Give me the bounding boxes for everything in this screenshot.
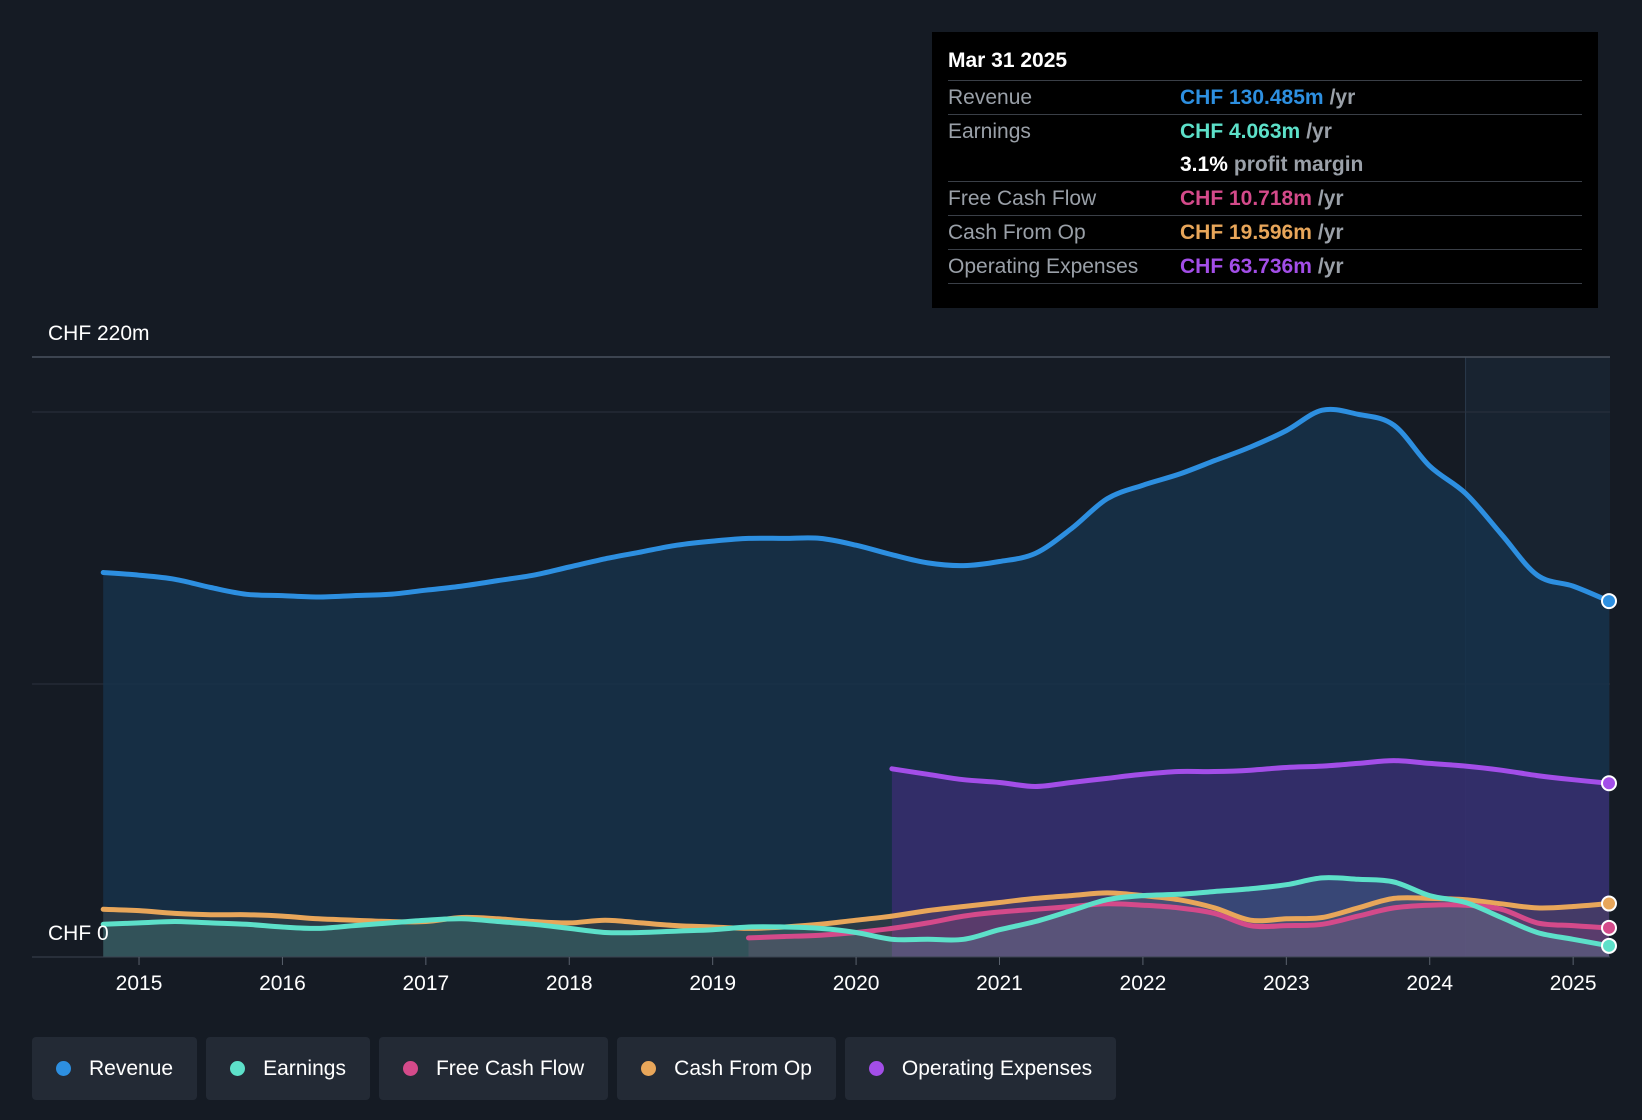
earnings-area (103, 877, 1610, 957)
legend-item-free-cash-flow[interactable]: Free Cash Flow (378, 1037, 609, 1100)
x-tick-label: 2016 (259, 972, 306, 995)
legend-item-revenue[interactable]: Revenue (32, 1037, 198, 1100)
tooltip-fcf-unit: /yr (1317, 186, 1344, 210)
earnings-line (100, 875, 1612, 949)
revenue-end-point[interactable] (1601, 593, 1617, 610)
legend-item-cash-from-op[interactable]: Cash From Op (617, 1037, 836, 1100)
x-tick-label: 2025 (1550, 972, 1597, 995)
legend-dot-revenue (56, 1061, 71, 1076)
x-tick-label: 2024 (1406, 972, 1453, 995)
cfo-end-point[interactable] (1601, 895, 1617, 912)
tooltip-earnings-label: Earnings (948, 119, 1031, 143)
legend-item-operating-expenses[interactable]: Operating Expenses (844, 1037, 1117, 1100)
x-tick-label: 2021 (976, 972, 1023, 995)
legend-dot-cash-from-op (641, 1061, 657, 1076)
legend-label-earnings: Earnings (263, 1056, 346, 1080)
tooltip-row-earnings: Earnings CHF 4.063m /yr (948, 114, 1582, 148)
tooltip-fcf-value: CHF 10.718m (1180, 186, 1312, 210)
tooltip-row-fcf: Free Cash Flow CHF 10.718m /yr (948, 181, 1582, 215)
tooltip-opex-unit: /yr (1317, 254, 1344, 278)
tooltip-row-cfo: Cash From Op CHF 19.596m /yr (948, 215, 1582, 249)
legend-label-cash-from-op: Cash From Op (674, 1056, 812, 1080)
x-tick-label: 2017 (402, 972, 449, 995)
tooltip-cfo-unit: /yr (1317, 220, 1344, 244)
x-tick-label: 2023 (1263, 972, 1310, 995)
tooltip-cfo-value: CHF 19.596m (1180, 220, 1312, 244)
tooltip-date: Mar 31 2025 (948, 49, 1068, 72)
earnings-end-point[interactable] (1601, 937, 1617, 954)
tooltip-revenue-label: Revenue (948, 85, 1033, 109)
fcf-line (746, 901, 1612, 941)
tooltip-row-opex: Operating Expenses CHF 63.736m /yr (948, 249, 1582, 283)
x-tick-label: 2018 (546, 972, 593, 995)
legend-label-free-cash-flow: Free Cash Flow (435, 1056, 585, 1080)
x-tick-label: 2020 (833, 972, 880, 995)
tooltip: Mar 31 2025 Revenue CHF 130.485m /yr Ear… (932, 32, 1598, 308)
cfo-line (100, 890, 1612, 931)
y-axis-min-label: CHF 0 (48, 922, 109, 945)
fcf-end-point[interactable] (1601, 919, 1617, 936)
opex-end-point[interactable] (1601, 775, 1617, 792)
tooltip-margin-value: 3.1% (1180, 152, 1228, 176)
legend-label-operating-expenses: Operating Expenses (901, 1056, 1093, 1080)
legend-label-revenue: Revenue (89, 1056, 174, 1080)
legend-dot-free-cash-flow (402, 1061, 418, 1076)
tooltip-revenue-value: CHF 130.485m (1180, 85, 1324, 109)
legend-dot-operating-expenses (868, 1061, 884, 1076)
legend-dot-earnings (230, 1061, 246, 1076)
tooltip-opex-value: CHF 63.736m (1180, 254, 1312, 278)
x-tick-label: 2019 (689, 972, 736, 995)
y-axis-max-label: CHF 220m (48, 322, 150, 345)
x-tick-label: 2022 (1120, 972, 1167, 995)
tooltip-row-revenue: Revenue CHF 130.485m /yr (948, 80, 1582, 114)
tooltip-earnings-value: CHF 4.063m (1180, 119, 1301, 143)
tooltip-earnings-unit: /yr (1306, 119, 1332, 143)
tooltip-margin-text: profit margin (1233, 152, 1364, 176)
tooltip-fcf-label: Free Cash Flow (948, 186, 1097, 210)
revenue-line (100, 406, 1612, 604)
cfo-area (103, 892, 1610, 957)
opex-line (889, 758, 1612, 789)
tooltip-opex-label: Operating Expenses (948, 254, 1139, 278)
x-tick-label: 2015 (116, 972, 163, 995)
tooltip-revenue-unit: /yr (1329, 85, 1356, 109)
legend: Revenue Earnings Free Cash Flow Cash Fro… (32, 1037, 1117, 1100)
tooltip-cfo-label: Cash From Op (948, 220, 1086, 244)
tooltip-row-margin: 3.1% profit margin (948, 148, 1582, 181)
legend-item-earnings[interactable]: Earnings (206, 1037, 370, 1100)
